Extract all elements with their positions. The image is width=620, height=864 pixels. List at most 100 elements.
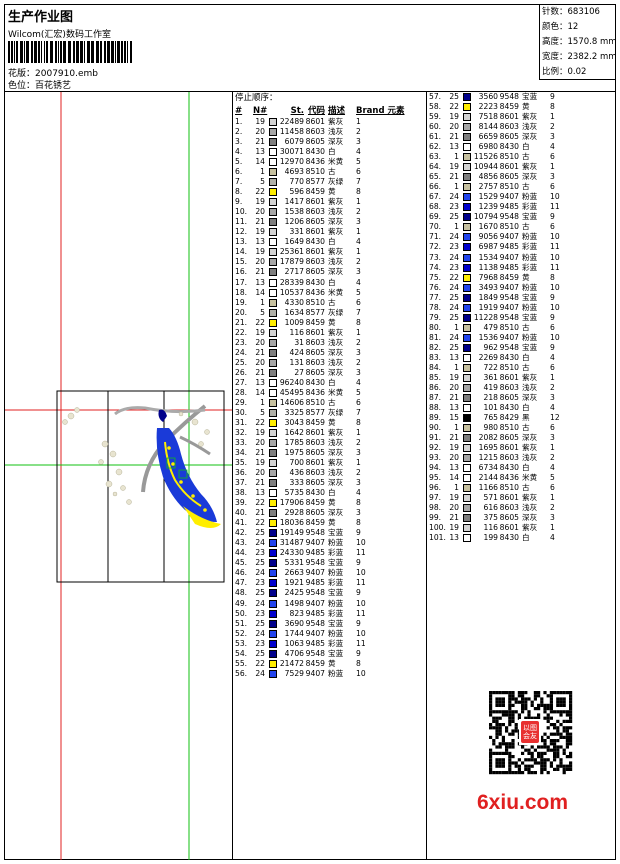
element-number: 1	[550, 112, 555, 122]
element-number: 11	[550, 262, 560, 272]
needle-number: 13	[255, 147, 265, 157]
table-row: 73. 24 1534 9407 粉蓝 10	[427, 253, 615, 263]
table-row: 37. 21 333 8605 深灰 3	[233, 478, 426, 488]
swatch-box	[462, 524, 471, 533]
color-code: 8510	[499, 322, 519, 332]
table-row: 40. 21 2928 8605 深灰 3	[233, 508, 426, 518]
color-swatch	[461, 393, 472, 402]
table-row: 90. 1 980 8510 古 6	[427, 423, 615, 433]
element-number: 7	[356, 307, 361, 317]
element-number: 2	[356, 468, 361, 478]
color-swatch	[267, 328, 278, 337]
stitch-count: 6734	[478, 463, 498, 473]
stitch-count: 616	[483, 503, 499, 513]
swatch-box	[268, 318, 277, 327]
element-number: 8	[356, 518, 361, 528]
swatch-box	[462, 343, 471, 352]
table-row: 76. 24 3493 9407 粉蓝 10	[427, 283, 615, 293]
stop-number: 76.	[429, 282, 442, 292]
stitch-count: 1138	[478, 262, 498, 272]
color-code: 8605	[305, 367, 325, 377]
stitch-count: 1785	[284, 438, 304, 448]
element-number: 6	[356, 397, 361, 407]
color-desc: 古	[522, 423, 530, 433]
needle-number: 25	[255, 588, 265, 598]
color-desc: 米黄	[328, 387, 344, 397]
color-desc: 黄	[328, 518, 336, 528]
color-desc: 古	[522, 483, 530, 493]
needle-number: 20	[255, 468, 265, 478]
needle-number: 13	[449, 142, 459, 152]
element-number: 8	[356, 417, 361, 427]
swatch-box	[268, 278, 277, 287]
swatch-box	[268, 168, 277, 177]
color-code: 9548	[499, 342, 519, 352]
color-swatch	[267, 228, 278, 237]
color-desc: 深灰	[328, 347, 344, 357]
swatch-box	[462, 484, 471, 493]
element-number: 6	[550, 152, 555, 162]
color-swatch	[267, 398, 278, 407]
color-swatch	[267, 499, 278, 508]
needle-number: 21	[449, 132, 459, 142]
swatch-box	[462, 323, 471, 332]
element-number: 6	[550, 423, 555, 433]
stitch-count: 3325	[284, 407, 304, 417]
stop-number: 34.	[235, 448, 248, 458]
peacock-design-image	[5, 92, 232, 860]
element-number: 9	[356, 588, 361, 598]
table-row: 66. 1 2757 8510 古 6	[427, 182, 615, 192]
work-sheet: 生产作业图 Wilcom(汇宏)数码工作室 花版：2007910.emb 色位：…	[4, 4, 617, 860]
color-code: 8510	[305, 167, 325, 177]
needle-number: 20	[255, 257, 265, 267]
color-swatch	[267, 669, 278, 678]
needle-number: 25	[449, 312, 459, 322]
color-code: 9548	[499, 292, 519, 302]
color-swatch	[461, 183, 472, 192]
color-swatch	[461, 103, 472, 112]
stop-number: 37.	[235, 478, 248, 488]
table-row: 56. 24 7529 9407 粉蓝 10	[233, 669, 426, 679]
table-row: 14. 19 25361 8601 紫灰 1	[233, 247, 426, 257]
stop-number: 70.	[429, 222, 442, 232]
color-swatch	[267, 569, 278, 578]
color-desc: 粉蓝	[522, 302, 538, 312]
swatch-box	[268, 238, 277, 247]
color-desc: 浅灰	[328, 468, 344, 478]
color-swatch	[461, 93, 472, 102]
stitch-count: 361	[483, 372, 499, 382]
color-value: 百花锈艺	[35, 81, 72, 91]
color-desc: 白	[522, 142, 530, 152]
stop-number: 62.	[429, 142, 442, 152]
needle-number: 1	[454, 362, 459, 372]
needle-number: 19	[449, 372, 459, 382]
color-desc: 粉蓝	[328, 598, 344, 608]
element-number: 11	[550, 242, 560, 252]
table-row: 9. 19 1417 8601 紫灰 1	[233, 197, 426, 207]
watermark-logo: 以图会友 6xiu.com	[469, 691, 615, 821]
element-number: 2	[356, 207, 361, 217]
stitch-count: 419	[483, 382, 499, 392]
stop-number: 77.	[429, 292, 442, 302]
color-swatch	[267, 428, 278, 437]
column-divider-right	[426, 91, 427, 860]
stop-number: 15.	[235, 257, 248, 267]
swatch-box	[462, 193, 471, 202]
table-row: 32. 19 1642 8601 紫灰 1	[233, 428, 426, 438]
color-swatch	[267, 208, 278, 217]
stitch-count: 17879	[279, 257, 304, 267]
color-code: 8510	[499, 423, 519, 433]
color-code: 8459	[305, 187, 325, 197]
stop-number: 4.	[235, 147, 243, 157]
swatch-box	[462, 253, 471, 262]
needle-number: 22	[255, 498, 265, 508]
color-swatch	[461, 273, 472, 282]
stop-number: 95.	[429, 473, 442, 483]
stitch-count: 7529	[284, 668, 304, 678]
needle-number: 14	[255, 387, 265, 397]
stitch-count: 2757	[478, 182, 498, 192]
swatch-box	[268, 549, 277, 558]
table-row: 50. 23 823 9485 彩蓝 11	[233, 609, 426, 619]
stitch-count: 1529	[478, 192, 498, 202]
element-number: 10	[550, 232, 560, 242]
